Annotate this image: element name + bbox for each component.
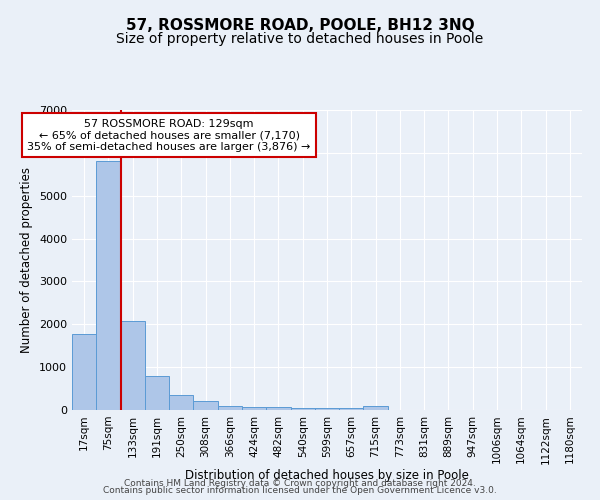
- X-axis label: Distribution of detached houses by size in Poole: Distribution of detached houses by size …: [185, 469, 469, 482]
- Bar: [290, 408, 315, 410]
- Text: Contains HM Land Registry data © Crown copyright and database right 2024.: Contains HM Land Registry data © Crown c…: [124, 478, 476, 488]
- Bar: [339, 408, 364, 410]
- Y-axis label: Number of detached properties: Number of detached properties: [20, 167, 34, 353]
- Bar: [315, 408, 339, 410]
- Bar: [72, 334, 96, 410]
- Text: 57, ROSSMORE ROAD, POOLE, BH12 3NQ: 57, ROSSMORE ROAD, POOLE, BH12 3NQ: [125, 18, 475, 32]
- Bar: [121, 321, 145, 410]
- Text: Contains public sector information licensed under the Open Government Licence v3: Contains public sector information licen…: [103, 486, 497, 495]
- Bar: [266, 407, 290, 410]
- Bar: [364, 406, 388, 410]
- Text: Size of property relative to detached houses in Poole: Size of property relative to detached ho…: [116, 32, 484, 46]
- Bar: [218, 406, 242, 410]
- Bar: [96, 162, 121, 410]
- Bar: [242, 406, 266, 410]
- Bar: [145, 376, 169, 410]
- Bar: [169, 396, 193, 410]
- Bar: [193, 402, 218, 410]
- Text: 57 ROSSMORE ROAD: 129sqm
← 65% of detached houses are smaller (7,170)
35% of sem: 57 ROSSMORE ROAD: 129sqm ← 65% of detach…: [28, 118, 311, 152]
